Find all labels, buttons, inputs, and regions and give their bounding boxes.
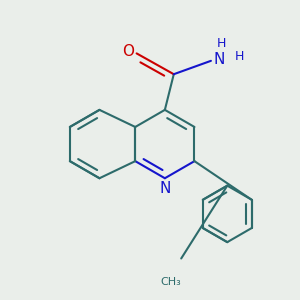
Text: H: H [217, 37, 226, 50]
Text: N: N [159, 181, 170, 196]
Text: N: N [214, 52, 225, 67]
Text: H: H [235, 50, 244, 63]
Text: O: O [122, 44, 134, 59]
Text: CH₃: CH₃ [160, 277, 181, 287]
